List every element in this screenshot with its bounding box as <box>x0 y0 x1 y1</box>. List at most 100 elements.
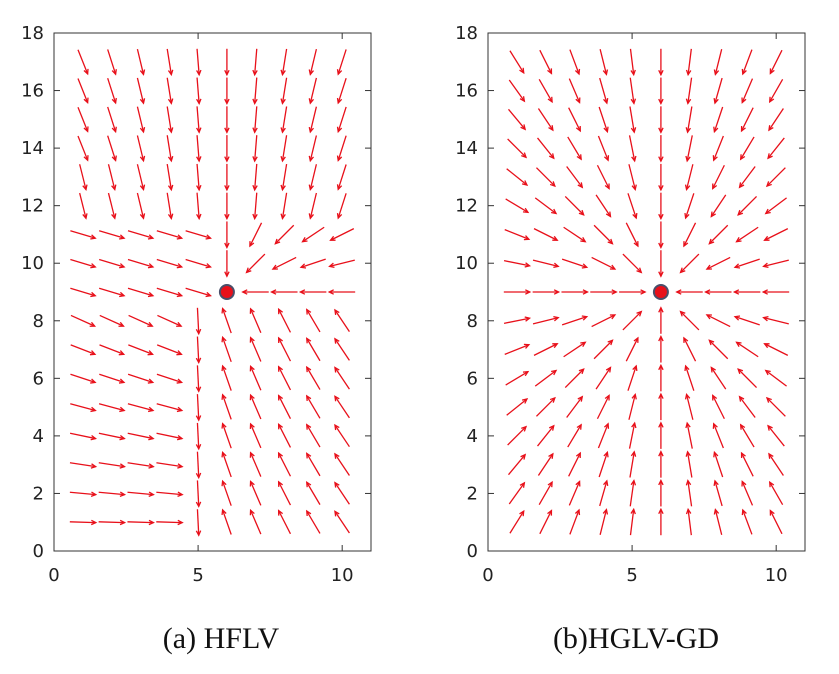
field-arrow <box>506 398 528 416</box>
field-arrow <box>309 106 318 133</box>
field-arrow-head <box>177 463 184 469</box>
field-arrow <box>734 258 760 268</box>
y-tick-label: 6 <box>467 368 478 389</box>
plot-frame-a <box>53 32 372 552</box>
field-arrow-head <box>90 463 98 469</box>
field-arrow-head <box>520 453 527 460</box>
field-arrow-head <box>221 307 227 314</box>
field-arrow-head <box>575 125 581 133</box>
field-arrow <box>196 451 200 478</box>
field-arrow <box>537 425 555 447</box>
field-arrow-head <box>607 238 614 245</box>
field-arrow <box>535 397 556 417</box>
field-arrow <box>337 77 347 104</box>
y-tick-label: 8 <box>467 311 478 332</box>
field-arrow-head <box>176 234 184 240</box>
field-arrow-head <box>336 155 343 162</box>
field-arrow-head <box>737 209 744 216</box>
field-arrow <box>595 367 612 390</box>
field-arrow-head <box>658 98 664 106</box>
field-arrow <box>302 226 325 243</box>
field-arrow-head <box>520 124 527 131</box>
field-arrow-head <box>630 98 637 105</box>
field-arrow-head <box>575 480 581 487</box>
field-arrow-head <box>684 212 690 220</box>
field-arrow-head <box>221 335 227 343</box>
field-arrow <box>597 423 609 449</box>
y-axis-a: 0 2 4 6 8 10 12 14 16 18 <box>21 23 371 562</box>
field-arrow <box>254 106 258 133</box>
field-arrow <box>687 48 692 75</box>
field-arrow-head <box>221 393 227 400</box>
field-arrow <box>196 77 200 104</box>
field-arrow-head <box>740 451 746 459</box>
field-arrow-head <box>523 343 531 349</box>
y-tick-label: 16 <box>455 81 478 102</box>
field-arrow <box>281 135 288 162</box>
field-arrow-head <box>195 415 202 422</box>
field-arrow-head <box>90 519 98 526</box>
field-arrow <box>70 287 96 297</box>
field-arrow-head <box>733 315 741 321</box>
field-arrow-head <box>582 289 589 295</box>
field-arrow-head <box>241 289 248 295</box>
field-arrow <box>254 192 258 219</box>
field-arrow <box>156 491 183 496</box>
field-arrow <box>563 341 586 358</box>
field-arrow-head <box>196 127 202 134</box>
field-arrow-head <box>89 350 97 356</box>
field-arrow <box>568 107 581 132</box>
field-arrow <box>156 521 183 524</box>
field-arrow-head <box>118 350 126 356</box>
field-arrow <box>569 49 580 75</box>
field-arrow-head <box>224 185 230 192</box>
field-arrow <box>532 259 559 268</box>
field-arrow <box>222 394 232 420</box>
field-arrow-head <box>280 184 286 192</box>
field-arrow-head <box>658 271 664 278</box>
field-arrow <box>222 509 232 535</box>
field-arrow <box>166 77 172 104</box>
field-arrow-head <box>705 264 712 270</box>
field-arrow-head <box>224 271 230 278</box>
field-arrow-head <box>249 422 255 429</box>
field-arrow <box>254 135 258 162</box>
field-arrow-head <box>762 262 769 269</box>
field-arrow-head <box>523 235 531 241</box>
field-arrow <box>249 394 262 420</box>
field-arrow-head <box>196 184 202 192</box>
x-tick-label: 5 <box>192 565 203 586</box>
field-arrow-head <box>196 69 202 77</box>
field-arrow <box>629 480 635 507</box>
field-arrow-head <box>139 155 146 163</box>
field-arrow <box>156 403 182 412</box>
field-arrow <box>127 230 154 239</box>
field-arrow-head <box>580 341 587 347</box>
field-arrow <box>765 370 787 387</box>
field-arrow <box>628 164 636 190</box>
field-arrow-head <box>631 421 637 429</box>
field-arrow-head <box>111 97 117 105</box>
y-tick-label: 14 <box>21 138 44 159</box>
field-arrow-head <box>710 211 716 218</box>
field-arrow <box>196 106 200 133</box>
field-arrow-head <box>249 480 255 487</box>
field-arrow <box>539 510 553 535</box>
field-arrow <box>505 371 529 386</box>
field-arrow <box>334 309 350 332</box>
field-arrow-head <box>196 156 202 163</box>
field-arrow <box>533 228 558 241</box>
field-arrow <box>504 229 530 240</box>
field-arrow <box>278 308 292 333</box>
y-tick-label: 18 <box>21 23 44 44</box>
field-arrow-head <box>658 185 664 192</box>
field-arrow-head <box>336 213 343 220</box>
field-arrow-head <box>549 396 556 403</box>
field-arrow-head <box>167 155 174 163</box>
target-marker-a <box>218 284 235 300</box>
field-arrow <box>278 337 292 362</box>
field-arrow-head <box>305 394 312 401</box>
field-arrow-head <box>658 127 664 134</box>
field-arrow-head <box>280 127 286 134</box>
field-arrow <box>196 394 200 421</box>
